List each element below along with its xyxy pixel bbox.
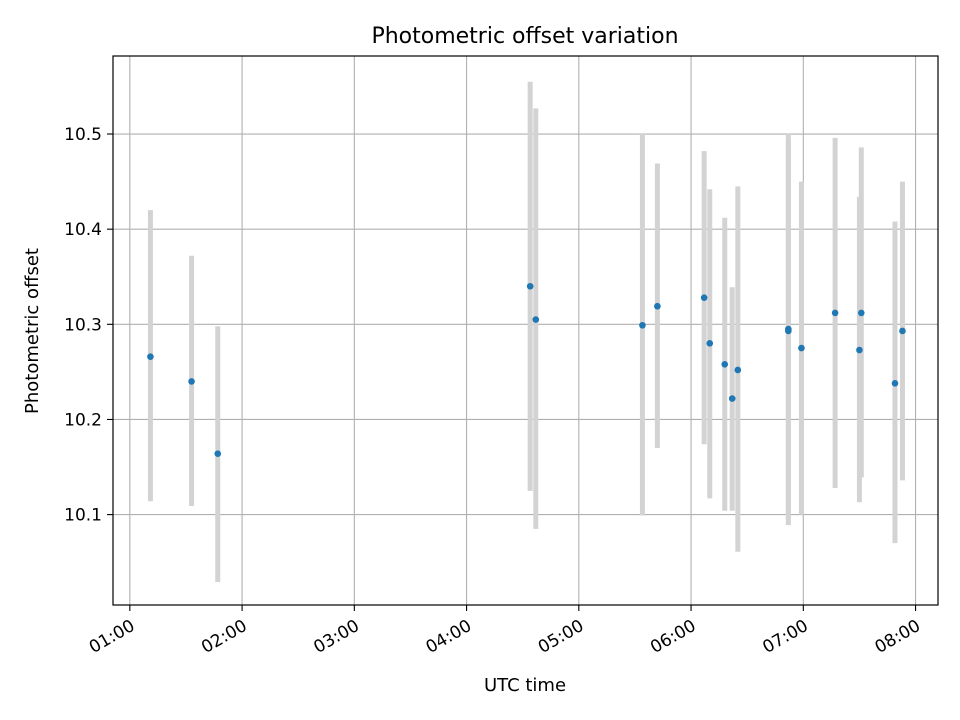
data-point bbox=[856, 346, 863, 354]
data-point bbox=[654, 302, 661, 310]
data-point bbox=[526, 282, 534, 290]
data-point bbox=[721, 360, 729, 368]
y-tick-label: 10.2 bbox=[64, 410, 102, 430]
chart-title: Photometric offset variation bbox=[371, 24, 678, 49]
data-point bbox=[857, 309, 865, 317]
data-point bbox=[798, 344, 805, 352]
y-tick-label: 10.1 bbox=[64, 506, 102, 526]
y-tick-label: 10.4 bbox=[64, 220, 102, 240]
y-axis-label: Photometric offset bbox=[22, 248, 43, 414]
data-point bbox=[728, 395, 736, 402]
plot-frame bbox=[112, 55, 939, 606]
data-point bbox=[891, 380, 899, 387]
y-tick-label: 10.5 bbox=[64, 125, 102, 145]
data-points bbox=[147, 282, 906, 458]
data-point bbox=[899, 327, 906, 335]
data-point bbox=[214, 450, 222, 458]
y-tick-label: 10.3 bbox=[64, 315, 102, 335]
x-axis-label: UTC time bbox=[484, 675, 566, 696]
data-point bbox=[785, 327, 792, 335]
data-point bbox=[706, 340, 714, 347]
y-axis-ticks: 10.1 10.2 10.3 10.4 10.5 bbox=[64, 125, 113, 526]
data-point bbox=[639, 321, 646, 329]
data-point bbox=[532, 316, 540, 323]
data-point bbox=[188, 378, 195, 385]
data-point bbox=[831, 309, 839, 317]
data-point bbox=[700, 294, 708, 301]
data-point bbox=[734, 366, 742, 374]
data-point bbox=[147, 353, 154, 360]
